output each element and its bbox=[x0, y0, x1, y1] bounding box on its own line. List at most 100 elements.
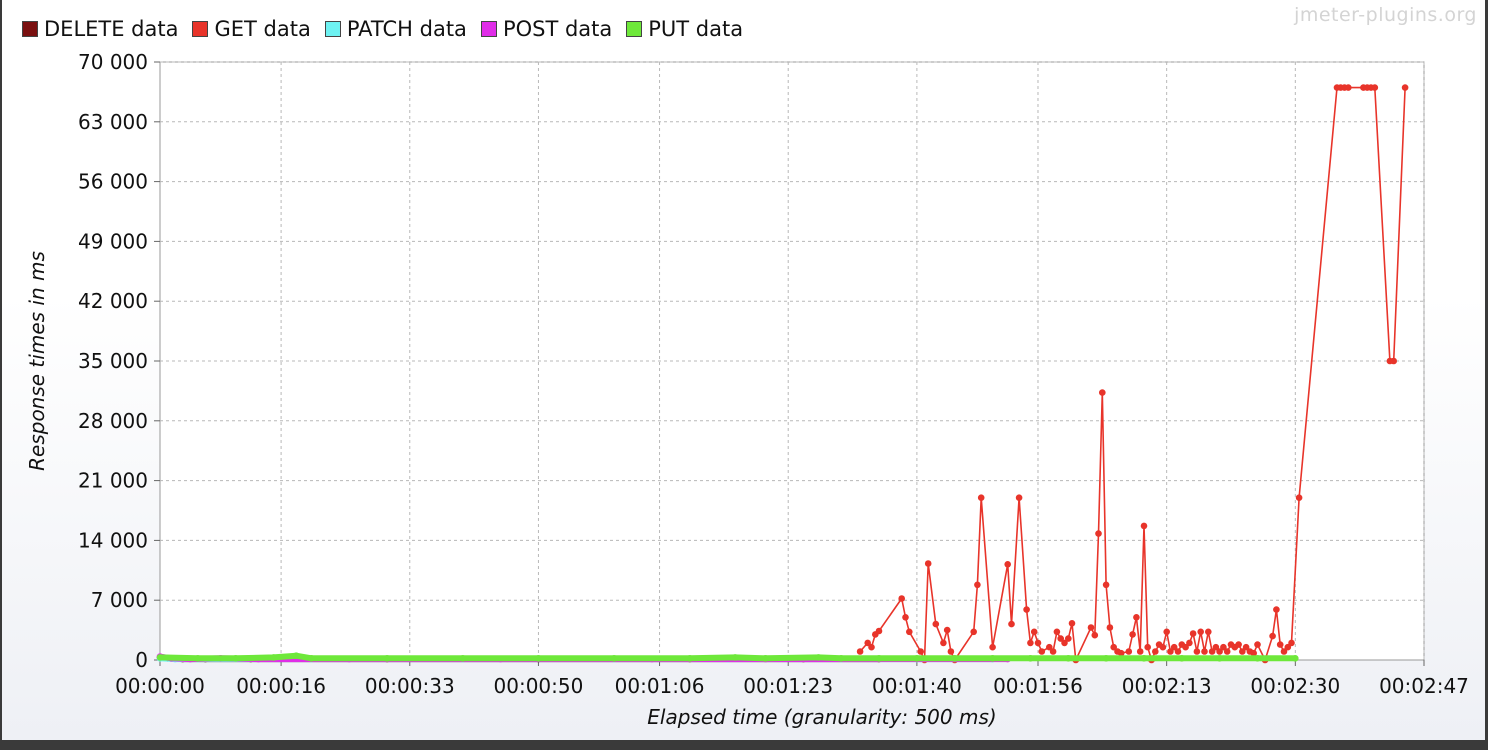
data-point-put-data bbox=[913, 655, 921, 662]
data-point-put-data bbox=[1292, 655, 1299, 662]
x-tick-label: 00:01:23 bbox=[743, 674, 833, 698]
data-point-put-data bbox=[1065, 655, 1072, 662]
data-point-put-data bbox=[610, 655, 618, 662]
data-point-get-data bbox=[1273, 606, 1280, 613]
y-tick-label: 70 000 bbox=[78, 50, 148, 74]
data-point-put-data bbox=[1216, 655, 1223, 662]
y-tick-label: 35 000 bbox=[78, 349, 148, 373]
data-point-get-data bbox=[932, 620, 940, 628]
data-point-get-data bbox=[1038, 648, 1046, 655]
data-point-get-data bbox=[864, 639, 871, 647]
data-point-put-data bbox=[232, 655, 239, 662]
data-point-get-data bbox=[1106, 624, 1114, 631]
x-tick-label: 00:02:30 bbox=[1250, 674, 1340, 698]
data-point-get-data bbox=[1099, 389, 1106, 396]
legend-item-delete-data: DELETE data bbox=[22, 17, 178, 41]
x-tick-label: 00:00:00 bbox=[115, 674, 205, 698]
data-point-get-data bbox=[1091, 631, 1099, 639]
data-point-get-data bbox=[902, 614, 909, 621]
data-point-put-data bbox=[383, 655, 391, 662]
data-point-get-data bbox=[1087, 624, 1095, 631]
data-point-get-data bbox=[1212, 643, 1220, 651]
data-point-put-data bbox=[156, 654, 164, 661]
watermark: jmeter-plugins.org bbox=[1294, 4, 1477, 26]
data-point-get-data bbox=[1008, 620, 1015, 628]
legend-item-get-data: GET data bbox=[192, 17, 311, 41]
data-point-get-data bbox=[1371, 84, 1379, 91]
legend-swatch bbox=[22, 21, 38, 37]
data-point-get-data bbox=[1235, 641, 1242, 648]
data-point-get-data bbox=[1046, 643, 1053, 651]
data-point-get-data bbox=[1057, 635, 1064, 642]
data-point-put-data bbox=[1254, 655, 1261, 662]
data-point-get-data bbox=[1197, 628, 1204, 636]
data-point-put-data bbox=[1027, 655, 1034, 662]
data-point-put-data bbox=[875, 655, 883, 662]
data-point-get-data bbox=[1129, 631, 1136, 638]
legend-label: PUT data bbox=[648, 17, 744, 41]
data-point-get-data bbox=[1152, 648, 1159, 655]
data-point-get-data bbox=[856, 648, 864, 655]
y-tick-label: 49 000 bbox=[78, 229, 148, 253]
data-point-put-data bbox=[194, 655, 202, 662]
data-point-put-data bbox=[292, 652, 300, 659]
data-point-get-data bbox=[1205, 628, 1212, 636]
y-tick-label: 14 000 bbox=[78, 528, 148, 552]
data-point-get-data bbox=[1174, 648, 1182, 655]
data-point-get-data bbox=[1095, 530, 1102, 537]
data-point-get-data bbox=[970, 628, 977, 636]
y-tick-label: 56 000 bbox=[78, 170, 148, 194]
data-point-put-data bbox=[951, 655, 958, 662]
data-point-put-data bbox=[989, 655, 996, 662]
data-point-get-data bbox=[1254, 641, 1261, 648]
y-tick-label: 28 000 bbox=[78, 409, 148, 433]
data-point-get-data bbox=[1295, 494, 1303, 502]
data-point-get-data bbox=[1068, 620, 1076, 627]
data-point-get-data bbox=[1030, 628, 1038, 636]
data-point-put-data bbox=[459, 655, 467, 662]
data-point-get-data bbox=[1345, 84, 1352, 91]
data-point-get-data bbox=[1208, 648, 1216, 655]
series-line-put-data bbox=[157, 652, 1299, 662]
data-point-get-data bbox=[1216, 648, 1223, 655]
data-point-get-data bbox=[1250, 649, 1257, 657]
data-point-put-data bbox=[1102, 655, 1110, 662]
data-point-get-data bbox=[1284, 643, 1292, 651]
legend-label: PATCH data bbox=[346, 17, 467, 41]
data-point-get-data bbox=[1269, 632, 1276, 640]
y-axis-title: Response times in ms bbox=[25, 251, 49, 471]
data-point-get-data bbox=[1136, 648, 1144, 655]
data-point-get-data bbox=[1061, 639, 1068, 647]
data-point-get-data bbox=[1182, 643, 1189, 651]
data-point-get-data bbox=[1065, 635, 1072, 642]
data-point-get-data bbox=[1189, 630, 1197, 637]
legend-swatch bbox=[192, 21, 209, 37]
data-point-get-data bbox=[1133, 614, 1140, 621]
data-point-get-data bbox=[1023, 606, 1030, 613]
data-point-put-data bbox=[1178, 655, 1186, 662]
legend-label: DELETE data bbox=[44, 17, 179, 41]
data-point-get-data bbox=[1163, 628, 1170, 636]
legend-label: POST data bbox=[502, 17, 613, 41]
data-point-get-data bbox=[1239, 648, 1246, 655]
data-point-put-data bbox=[686, 655, 694, 662]
data-point-get-data bbox=[1015, 494, 1023, 502]
data-point-get-data bbox=[1242, 643, 1250, 651]
legend-item-put-data: PUT data bbox=[626, 17, 743, 41]
data-point-get-data bbox=[1276, 641, 1284, 648]
data-point-get-data bbox=[1102, 581, 1110, 589]
x-tick-label: 00:01:06 bbox=[615, 674, 705, 698]
y-tick-label: 42 000 bbox=[78, 289, 148, 313]
data-point-put-data bbox=[731, 654, 739, 661]
y-tick-label: 7 000 bbox=[91, 588, 148, 612]
data-point-get-data bbox=[977, 494, 985, 502]
data-point-get-data bbox=[924, 560, 932, 567]
legend-swatch bbox=[480, 21, 497, 37]
x-tick-label: 00:00:33 bbox=[365, 674, 455, 698]
data-point-get-data bbox=[943, 626, 951, 634]
data-point-get-data bbox=[868, 643, 875, 651]
legend-item-post-data: POST data bbox=[480, 17, 613, 41]
data-point-get-data bbox=[1049, 648, 1057, 655]
